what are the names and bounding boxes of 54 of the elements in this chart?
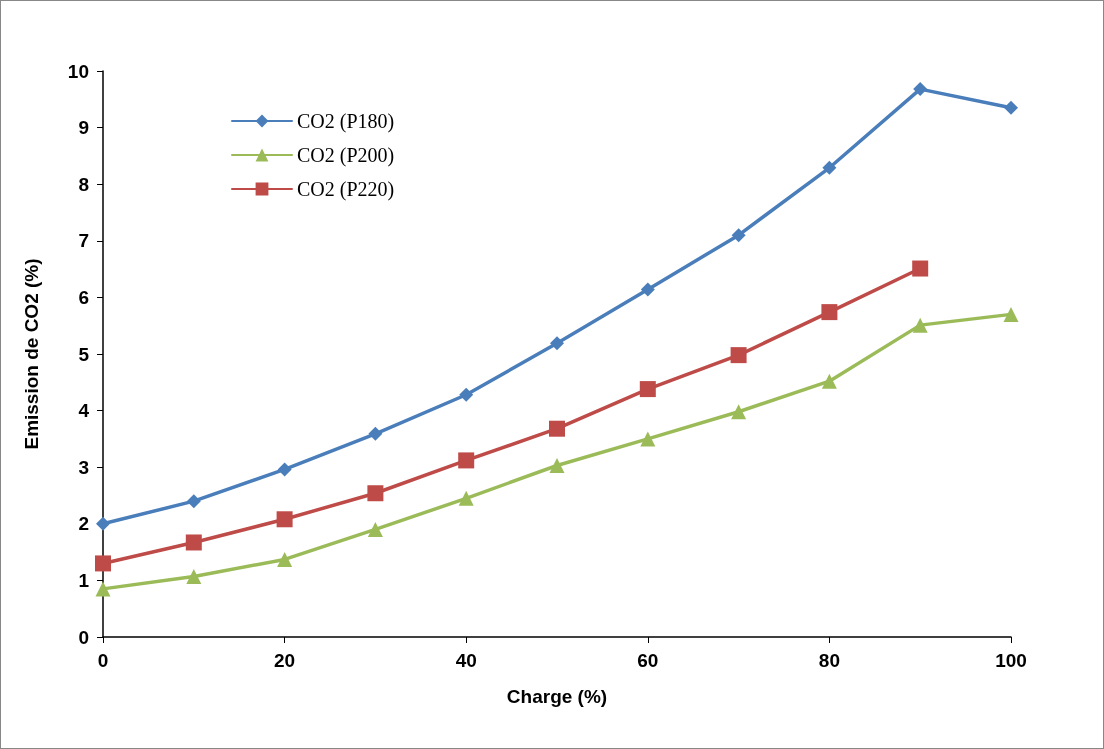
point	[730, 347, 747, 364]
point	[459, 387, 474, 402]
point	[367, 485, 384, 502]
point	[639, 381, 656, 398]
x-tick-label: 100	[995, 650, 1027, 671]
point	[458, 452, 475, 469]
y-tick-label: 9	[78, 117, 89, 139]
point	[277, 551, 293, 567]
point	[368, 426, 383, 441]
x-axis-title: Charge (%)	[506, 686, 608, 707]
x-tick-label: 40	[455, 650, 477, 671]
y-tick-label: 6	[78, 286, 89, 308]
y-tick-label: 2	[78, 513, 89, 535]
point	[95, 555, 111, 572]
y-tick-label: 4	[78, 400, 90, 422]
y-axis-title: Emission de CO2 (%)	[21, 258, 42, 450]
point	[549, 420, 565, 437]
x-tick-label: 0	[97, 650, 109, 671]
point	[912, 317, 928, 333]
point	[1003, 306, 1019, 322]
point	[731, 228, 746, 243]
legend-label: CO2 (P220)	[297, 178, 395, 201]
point	[821, 304, 838, 321]
point	[277, 462, 292, 477]
x-tick-label: 60	[637, 650, 659, 671]
point	[276, 511, 293, 528]
point	[185, 534, 202, 551]
point	[912, 260, 929, 277]
y-tick-label: 3	[78, 456, 89, 478]
point	[458, 490, 474, 506]
point	[913, 82, 928, 97]
y-tick-label: 10	[67, 60, 89, 82]
legend-label: CO2 (P200)	[297, 144, 395, 167]
y-tick-label: 8	[78, 173, 89, 195]
point	[1004, 100, 1018, 115]
y-tick-label: 0	[78, 626, 89, 648]
y-tick-label: 1	[78, 569, 90, 591]
point	[822, 160, 837, 175]
point	[640, 282, 655, 297]
point	[821, 373, 837, 389]
point	[549, 458, 565, 473]
point	[96, 516, 110, 531]
y-tick-label: 7	[78, 230, 89, 252]
point	[731, 404, 747, 420]
x-tick-label: 20	[274, 650, 296, 671]
point	[186, 568, 202, 584]
point	[550, 336, 564, 351]
legend-label: CO2 (P180)	[297, 110, 395, 133]
point	[95, 581, 111, 597]
x-tick-label: 80	[818, 650, 840, 671]
point	[186, 494, 201, 509]
y-tick-label: 5	[78, 343, 90, 365]
point	[367, 521, 383, 537]
point	[640, 431, 656, 447]
